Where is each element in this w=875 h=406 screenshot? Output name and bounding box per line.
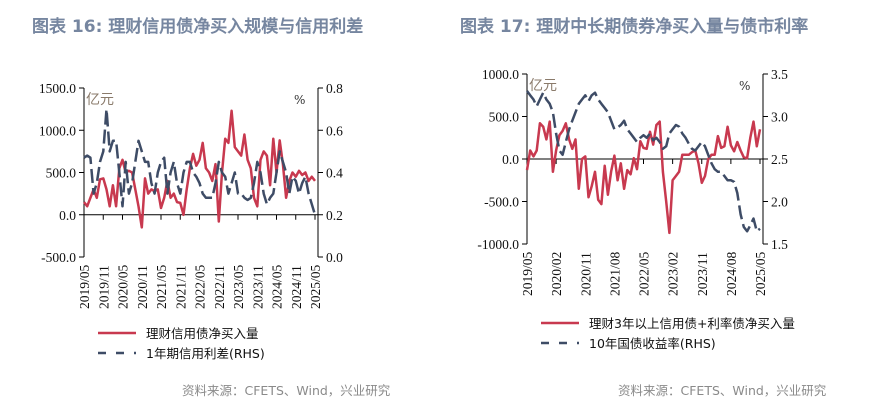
x-tick-label: 2024/11 [289, 265, 304, 309]
chart-title-right: 图表 17: 理财中长期债券净买入量与债市利率 [460, 17, 809, 37]
left-tick-label: -1000.0 [477, 237, 519, 252]
x-tick-label: 2023/11 [695, 252, 710, 296]
left-tick-label: 1500.0 [39, 81, 76, 96]
right-tick-label: 0.2 [326, 208, 343, 223]
right-tick-label: 2.0 [771, 195, 788, 210]
source-note-right: 资料来源：CFETS、Wind，兴业研究 [618, 383, 827, 398]
left-tick-label: 0.0 [59, 208, 76, 223]
legend-label-2: 10年国债收益率(RHS) [589, 336, 716, 351]
left-tick-label: 1000.0 [482, 67, 519, 82]
right-unit-label: % [294, 93, 305, 107]
x-tick-label: 2019/11 [96, 265, 111, 309]
legend-label-1: 理财信用债净买入量 [146, 326, 259, 341]
x-tick-label: 2020/05 [116, 264, 131, 309]
right-tick-label: 2.5 [771, 152, 788, 167]
x-tick-label: 2024/08 [724, 251, 739, 296]
series-line-2 [83, 107, 317, 216]
x-tick-label: 2020/11 [135, 265, 150, 309]
right-tick-label: 0.0 [326, 250, 343, 265]
x-tick-label: 2022/05 [193, 264, 208, 309]
left-tick-label: 500.0 [46, 166, 77, 181]
right-tick-label: 0.6 [326, 123, 343, 138]
x-tick-label: 2021/05 [154, 264, 169, 309]
right-tick-label: 0.4 [326, 166, 343, 181]
x-tick-label: 2021/11 [173, 265, 188, 309]
right-unit-label: % [739, 79, 750, 93]
left-tick-label: 1000.0 [39, 123, 76, 138]
right-tick-label: 0.8 [326, 81, 343, 96]
x-tick-label: 2025/05 [308, 264, 323, 309]
right-tick-label: 3.5 [771, 67, 788, 82]
series-line-1 [525, 120, 762, 235]
x-tick-label: 2024/05 [270, 264, 285, 309]
x-tick-label: 2022/05 [637, 251, 652, 296]
x-tick-label: 2023/02 [666, 252, 681, 296]
x-tick-label: 2019/05 [77, 264, 92, 309]
x-tick-label: 2020/02 [549, 252, 564, 296]
right-tick-label: 3.0 [771, 110, 788, 125]
x-tick-label: 2023/11 [250, 265, 265, 309]
x-tick-label: 2021/08 [607, 251, 622, 296]
left-unit-label: 亿元 [529, 78, 557, 94]
x-tick-label: 2022/11 [212, 265, 227, 309]
x-tick-label: 2025/05 [753, 251, 768, 296]
left-tick-label: -500.0 [41, 250, 76, 265]
source-note-left: 资料来源：CFETS、Wind，兴业研究 [182, 383, 391, 398]
right-tick-label: 1.5 [771, 237, 788, 252]
x-tick-label: 2019/05 [520, 251, 535, 296]
x-tick-label: 2020/11 [578, 252, 593, 296]
legend-label-2: 1年期信用利差(RHS) [146, 346, 265, 361]
series-line-2 [525, 90, 761, 233]
chart-title-left: 图表 16: 理财信用债净买入规模与信用利差 [32, 17, 364, 37]
legend-label-1: 理财3年以上信用债+利率债净买入量 [589, 316, 795, 331]
left-tick-label: 500.0 [489, 110, 520, 125]
x-tick-label: 2023/05 [231, 264, 246, 309]
left-unit-label: 亿元 [86, 92, 114, 108]
left-tick-label: -500.0 [484, 195, 519, 210]
left-tick-label: 0.0 [502, 152, 519, 167]
